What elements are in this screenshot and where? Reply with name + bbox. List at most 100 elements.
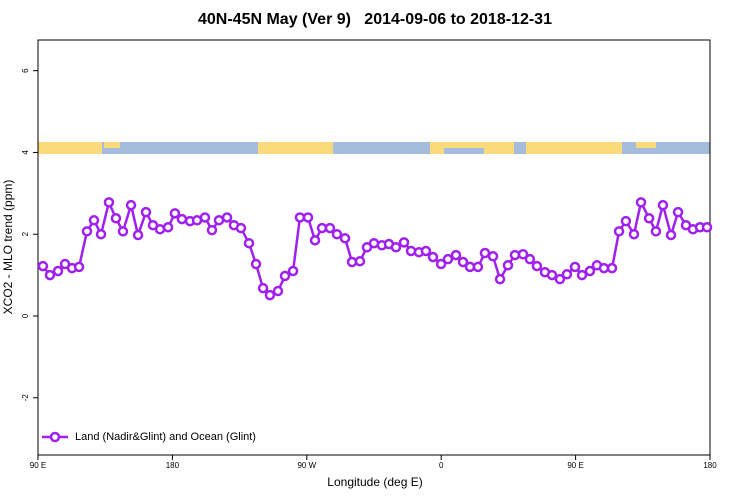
x-tick-label: 90 E [30,461,46,470]
data-point [606,262,618,274]
x-axis-label: Longitude (deg E) [327,475,422,489]
data-point [672,206,684,218]
data-point [206,224,218,236]
y-tick-label: 6 [21,68,30,73]
land-band [38,142,102,154]
data-point [554,273,566,285]
data-point [154,224,166,235]
data-point [88,215,100,226]
data-point [390,242,402,253]
data-point [435,258,447,270]
data-point [354,255,366,267]
data-point [331,228,343,240]
data-point [272,285,284,297]
data-point [52,265,64,277]
data-point [264,289,276,301]
data-point [309,235,321,246]
data-point [117,226,129,237]
data-point [73,261,85,273]
data-point [243,237,255,249]
data-point [657,199,669,211]
land-band [444,142,484,148]
data-point [643,213,655,224]
data-point [324,222,336,234]
data-point [213,215,225,226]
data-point [442,253,454,265]
data-point [524,253,536,265]
data-point [420,245,432,257]
data-point [221,212,233,223]
data-point [509,249,521,261]
data-point [561,269,573,280]
y-tick-label: -2 [21,394,30,402]
data-point [405,245,417,257]
data-point [132,229,144,241]
data-point [95,228,107,240]
land-band [258,142,333,154]
data-point [44,269,56,281]
y-tick-label: 0 [21,313,30,318]
data-point [81,226,93,237]
data-point [199,212,211,223]
land-band [104,142,120,148]
data-point [635,197,647,208]
data-point [584,265,596,277]
land-band [636,142,656,148]
data-point [701,222,713,233]
data-point [569,261,581,273]
data-point [287,265,299,277]
y-tick-label: 2 [21,231,30,236]
data-point [457,256,469,268]
data-point [103,197,115,208]
data-point [427,251,439,263]
land-band [526,142,622,154]
data-point [487,251,499,262]
land-ocean-strip [38,142,710,154]
y-tick-label: 4 [21,150,30,155]
data-point [110,213,122,224]
series-line [41,198,708,297]
data-point [472,261,484,273]
data-point [302,212,314,223]
data-point [613,226,625,237]
chart-title: 40N-45N May (Ver 9) 2014-09-06 to 2018-1… [198,11,552,28]
data-point [665,229,677,241]
data-point [546,269,558,281]
data-point [37,260,49,272]
x-tick-label: 90 E [567,461,583,470]
x-tick-label: 0 [439,461,444,470]
data-point [162,222,174,233]
y-axis-label: XCO2 - MLO trend (ppm) [1,180,15,315]
legend-label: Land (Nadir&Glint) and Ocean (Glint) [75,431,256,443]
data-point [494,273,506,285]
data-point [628,228,640,240]
data-point [650,226,662,237]
data-point [479,247,491,259]
data-point [502,260,514,271]
land-band [484,142,514,154]
data-point [169,208,181,219]
data-point [576,269,588,281]
data-point [294,212,306,223]
x-tick-label: 180 [166,461,180,470]
data-point [235,222,247,234]
x-tick-label: 180 [703,461,717,470]
data-point [140,206,152,218]
x-tick-label: 90 W [297,461,316,470]
data-point [450,249,462,261]
data-point [176,213,188,225]
plot-frame [37,39,711,456]
data-point [398,237,410,248]
legend-marker [49,431,61,443]
data-point [279,270,291,282]
data-point [531,260,543,272]
data-point [517,248,529,260]
data-point [339,233,351,244]
data-point [620,215,632,227]
data-point [257,282,269,294]
data-point [250,258,262,270]
data-point [125,199,137,211]
data-point [598,262,610,274]
land-band [430,142,444,154]
